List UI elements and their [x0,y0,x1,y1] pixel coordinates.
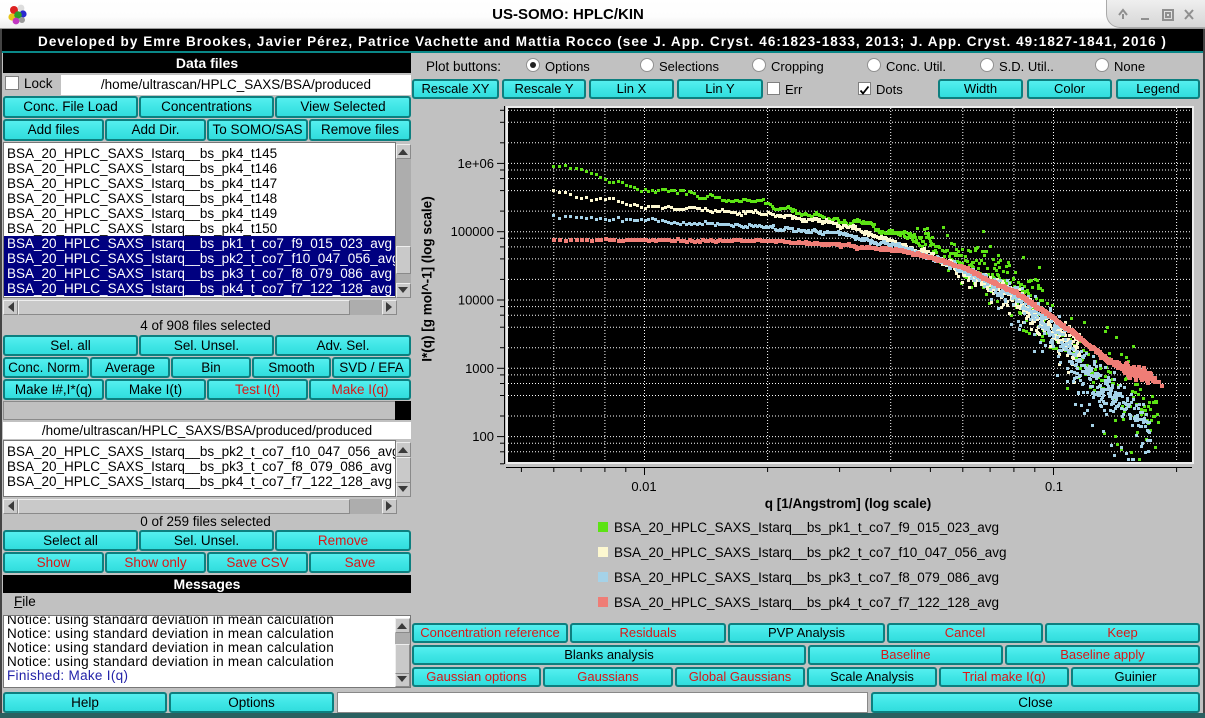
svg-text:100: 100 [472,429,494,444]
svg-text:0.1: 0.1 [1045,479,1063,494]
svg-text:I*(q) [g mol^-1] (log scale): I*(q) [g mol^-1] (log scale) [420,196,435,361]
svg-text:1e+06: 1e+06 [457,156,494,171]
svg-text:100000: 100000 [451,224,494,239]
svg-text:10000: 10000 [458,293,494,308]
svg-text:q [1/Angstrom] (log scale): q [1/Angstrom] (log scale) [765,496,932,511]
svg-text:0.01: 0.01 [631,479,656,494]
svg-text:1000: 1000 [465,361,494,376]
